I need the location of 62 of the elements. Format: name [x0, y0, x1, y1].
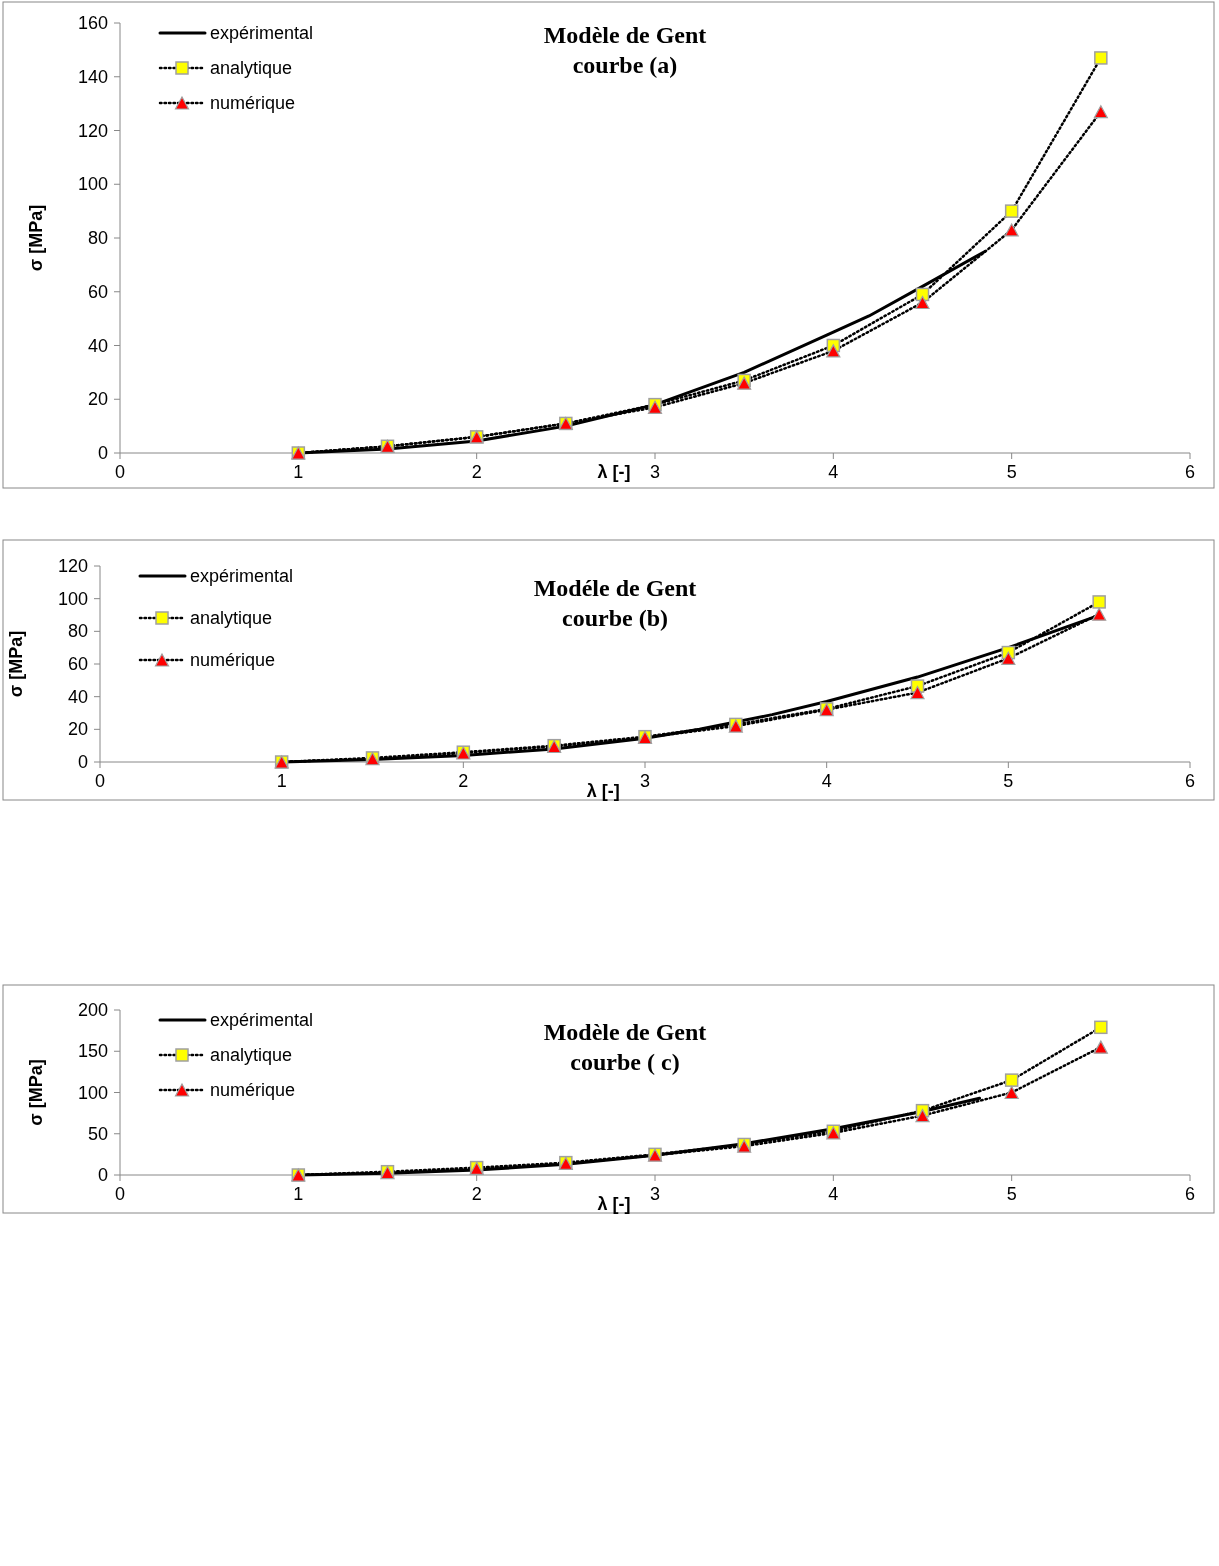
y-tick-label: 60 [87, 281, 108, 302]
y-tick-label: 160 [77, 13, 108, 33]
y-tick-label: 20 [67, 719, 88, 740]
chart-title: Modèle de Gent [543, 1019, 707, 1045]
y-tick-label: 120 [57, 556, 88, 576]
y-tick-label: 140 [77, 66, 108, 87]
legend-label: expérimental [210, 1010, 314, 1030]
y-tick-label: 60 [67, 654, 88, 674]
x-tick-label: 1 [293, 462, 304, 482]
x-tick-label: 5 [1006, 1184, 1017, 1204]
x-tick-label: 4 [821, 771, 832, 791]
y-tick-label: 80 [87, 228, 108, 248]
legend-label: expérimental [210, 23, 314, 43]
y-tick-label: 40 [67, 686, 88, 707]
text: courbe (b) [562, 605, 668, 631]
legend-label: numérique [210, 93, 296, 113]
y-tick-label: 100 [77, 174, 108, 195]
y-tick-label: 80 [67, 621, 88, 642]
x-tick-label: 6 [1184, 771, 1196, 791]
y-tick-label: 150 [77, 1041, 108, 1062]
y-tick-label: 100 [57, 588, 88, 609]
chart-title: Modèle de Gent [543, 22, 707, 48]
x-tick-label: 2 [471, 462, 482, 482]
y-tick-label: 0 [77, 752, 88, 772]
legend-label: analytique [210, 58, 293, 78]
y-tick-label: 100 [77, 1082, 108, 1103]
text: courbe ( c) [570, 1049, 680, 1075]
y-axis-title: σ [MPa] [6, 630, 26, 698]
y-tick-label: 120 [77, 120, 108, 141]
x-tick-label: 5 [1006, 462, 1017, 482]
y-tick-label: 50 [87, 1123, 108, 1144]
y-tick-label: 0 [97, 443, 108, 463]
x-tick-label: 4 [828, 1184, 839, 1204]
x-tick-label: 0 [114, 462, 126, 482]
x-tick-label: 1 [293, 1184, 304, 1204]
y-tick-label: 40 [87, 335, 108, 356]
x-tick-label: 3 [649, 462, 661, 482]
x-tick-label: 2 [471, 1184, 482, 1204]
y-tick-label: 0 [97, 1165, 108, 1185]
text: courbe (a) [572, 52, 678, 78]
x-tick-label: 6 [1184, 1184, 1196, 1204]
x-axis-title: λ [-] [597, 1194, 631, 1214]
y-axis-title: σ [MPa] [26, 1059, 46, 1126]
x-tick-label: 4 [828, 462, 839, 482]
x-tick-label: 3 [649, 1184, 661, 1204]
legend-label: expérimental [190, 566, 294, 586]
legend-label: numérique [190, 650, 276, 670]
x-axis-title: λ [-] [597, 462, 631, 482]
x-tick-label: 6 [1184, 462, 1196, 482]
legend-label: analytique [210, 1045, 293, 1065]
legend-label: numérique [210, 1080, 296, 1100]
y-tick-label: 20 [87, 389, 108, 410]
x-axis-title: λ [-] [586, 781, 620, 801]
y-tick-label: 200 [77, 1000, 108, 1020]
x-tick-label: 3 [639, 771, 651, 791]
x-tick-label: 1 [276, 771, 287, 791]
legend-label: analytique [190, 608, 273, 628]
x-tick-label: 0 [114, 1184, 126, 1204]
y-axis-title: σ [MPa] [26, 204, 46, 272]
chart-title: Modéle de Gent [533, 575, 697, 601]
x-tick-label: 2 [458, 771, 469, 791]
x-tick-label: 5 [1003, 771, 1014, 791]
